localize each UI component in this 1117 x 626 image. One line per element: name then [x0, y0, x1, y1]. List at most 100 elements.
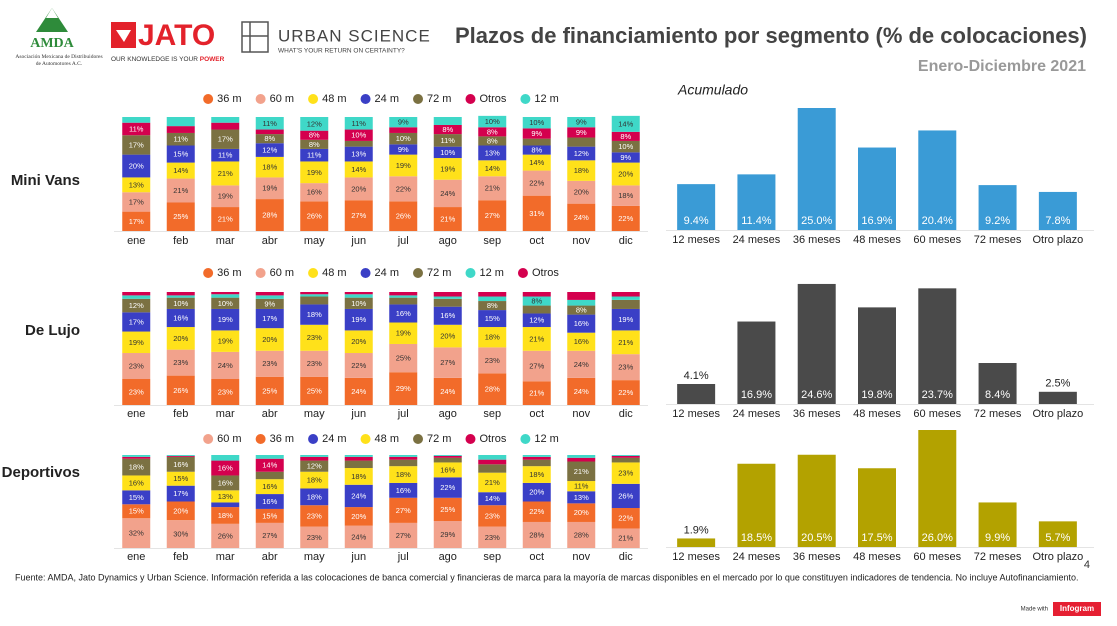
stack-segment	[478, 347, 507, 374]
data-label: 12%	[529, 316, 544, 325]
legend-marker	[520, 434, 531, 444]
data-label: 25.0%	[801, 215, 832, 227]
stack-segment	[522, 482, 551, 502]
stack-segment	[211, 351, 240, 380]
stack-segment	[211, 292, 240, 295]
legend-label: 24 m	[375, 93, 399, 105]
stack-segment	[433, 462, 462, 478]
data-label: 30%	[173, 530, 188, 539]
data-label: 11%	[307, 151, 322, 160]
data-label: 9%	[576, 118, 587, 127]
stack-segment	[478, 459, 507, 465]
stack-segment	[122, 455, 151, 457]
stack-segment	[611, 152, 640, 163]
data-label: 27%	[262, 531, 277, 540]
data-label: 21%	[218, 215, 233, 224]
legend-label: 36 m	[217, 267, 241, 279]
stack-segment	[255, 494, 284, 509]
legend-marker	[360, 94, 371, 104]
x-tick-label: 48 meses	[853, 234, 901, 246]
data-label: 12%	[262, 146, 277, 155]
x-tick-label: Otro plazo	[1032, 408, 1083, 420]
stack-segment	[300, 350, 329, 377]
urban-text: URBAN SCIENCE	[278, 26, 431, 45]
stack-segment	[300, 183, 329, 202]
stack-segment	[255, 156, 284, 178]
data-label: 20%	[173, 334, 188, 343]
stack-segment	[433, 298, 462, 307]
stack-segment	[122, 490, 151, 505]
data-label: 10%	[485, 117, 500, 126]
stack-segment	[522, 292, 551, 297]
data-label: 12%	[574, 149, 589, 158]
x-tick-label: jun	[350, 235, 366, 247]
data-label: 17%	[129, 140, 144, 149]
data-label: 9.9%	[985, 532, 1010, 544]
data-label: 13%	[574, 493, 589, 502]
stack-segment	[522, 138, 551, 146]
data-label: 10%	[396, 134, 411, 143]
data-label: 2.5%	[1045, 378, 1070, 390]
data-label: 8%	[487, 127, 498, 136]
stack-segment	[611, 528, 640, 548]
data-label: 9%	[620, 153, 631, 162]
data-label: 14%	[529, 158, 544, 167]
data-label: 13%	[129, 180, 144, 189]
stack-segment	[522, 466, 551, 483]
data-label: 10%	[618, 142, 633, 151]
stack-segment	[300, 471, 329, 489]
stack-segment	[478, 464, 507, 473]
stack-segment	[389, 154, 418, 177]
stack-segment	[166, 292, 195, 296]
stack-segment	[478, 526, 507, 548]
data-label: 27%	[440, 358, 455, 367]
stack-segment	[478, 200, 507, 231]
stack-segment	[122, 456, 151, 459]
data-label: 21%	[485, 478, 500, 487]
data-label: 24%	[218, 361, 233, 370]
stack-segment	[478, 115, 507, 128]
x-tick-label: 60 meses	[913, 408, 961, 420]
stack-segment	[300, 488, 329, 506]
legend-label: 36 m	[270, 433, 294, 445]
stack-segment	[433, 457, 462, 463]
legend-label: 24 m	[375, 267, 399, 279]
data-label: 27%	[351, 211, 366, 220]
stack-segment	[122, 353, 151, 380]
bar	[978, 502, 1017, 547]
stack-segment	[611, 162, 640, 186]
data-label: 27%	[396, 506, 411, 515]
stack-segment	[211, 455, 240, 461]
data-label: 32%	[129, 529, 144, 538]
legend-marker	[360, 268, 371, 278]
legend-label: 60 m	[270, 267, 294, 279]
data-label: 20%	[440, 332, 455, 341]
stack-segment	[567, 461, 596, 482]
data-label: 8%	[531, 297, 542, 306]
stack-segment	[344, 294, 373, 298]
data-label: 16%	[440, 465, 455, 474]
stack-segment	[389, 459, 418, 467]
legend-marker	[413, 268, 424, 278]
data-label: 20.5%	[801, 532, 832, 544]
bar	[797, 454, 836, 547]
x-tick-label: 12 meses	[672, 408, 720, 420]
stack-segment	[611, 205, 640, 231]
data-label: 13%	[485, 148, 500, 157]
stack-segment	[478, 327, 507, 348]
data-label: 16%	[262, 482, 277, 491]
data-label: 16%	[574, 337, 589, 346]
x-tick-label: 60 meses	[913, 234, 961, 246]
legend-marker	[255, 268, 266, 278]
stack-segment	[433, 124, 462, 135]
x-tick-label: mar	[216, 551, 235, 563]
legend-marker	[465, 94, 476, 104]
legend-marker	[308, 434, 319, 444]
stack-segment	[344, 484, 373, 508]
stack-segment	[166, 471, 195, 486]
bar	[918, 430, 957, 547]
stack-segment	[433, 497, 462, 522]
x-tick-label: jul	[397, 235, 409, 247]
data-label: 10%	[440, 148, 455, 157]
data-label: 16%	[574, 319, 589, 328]
